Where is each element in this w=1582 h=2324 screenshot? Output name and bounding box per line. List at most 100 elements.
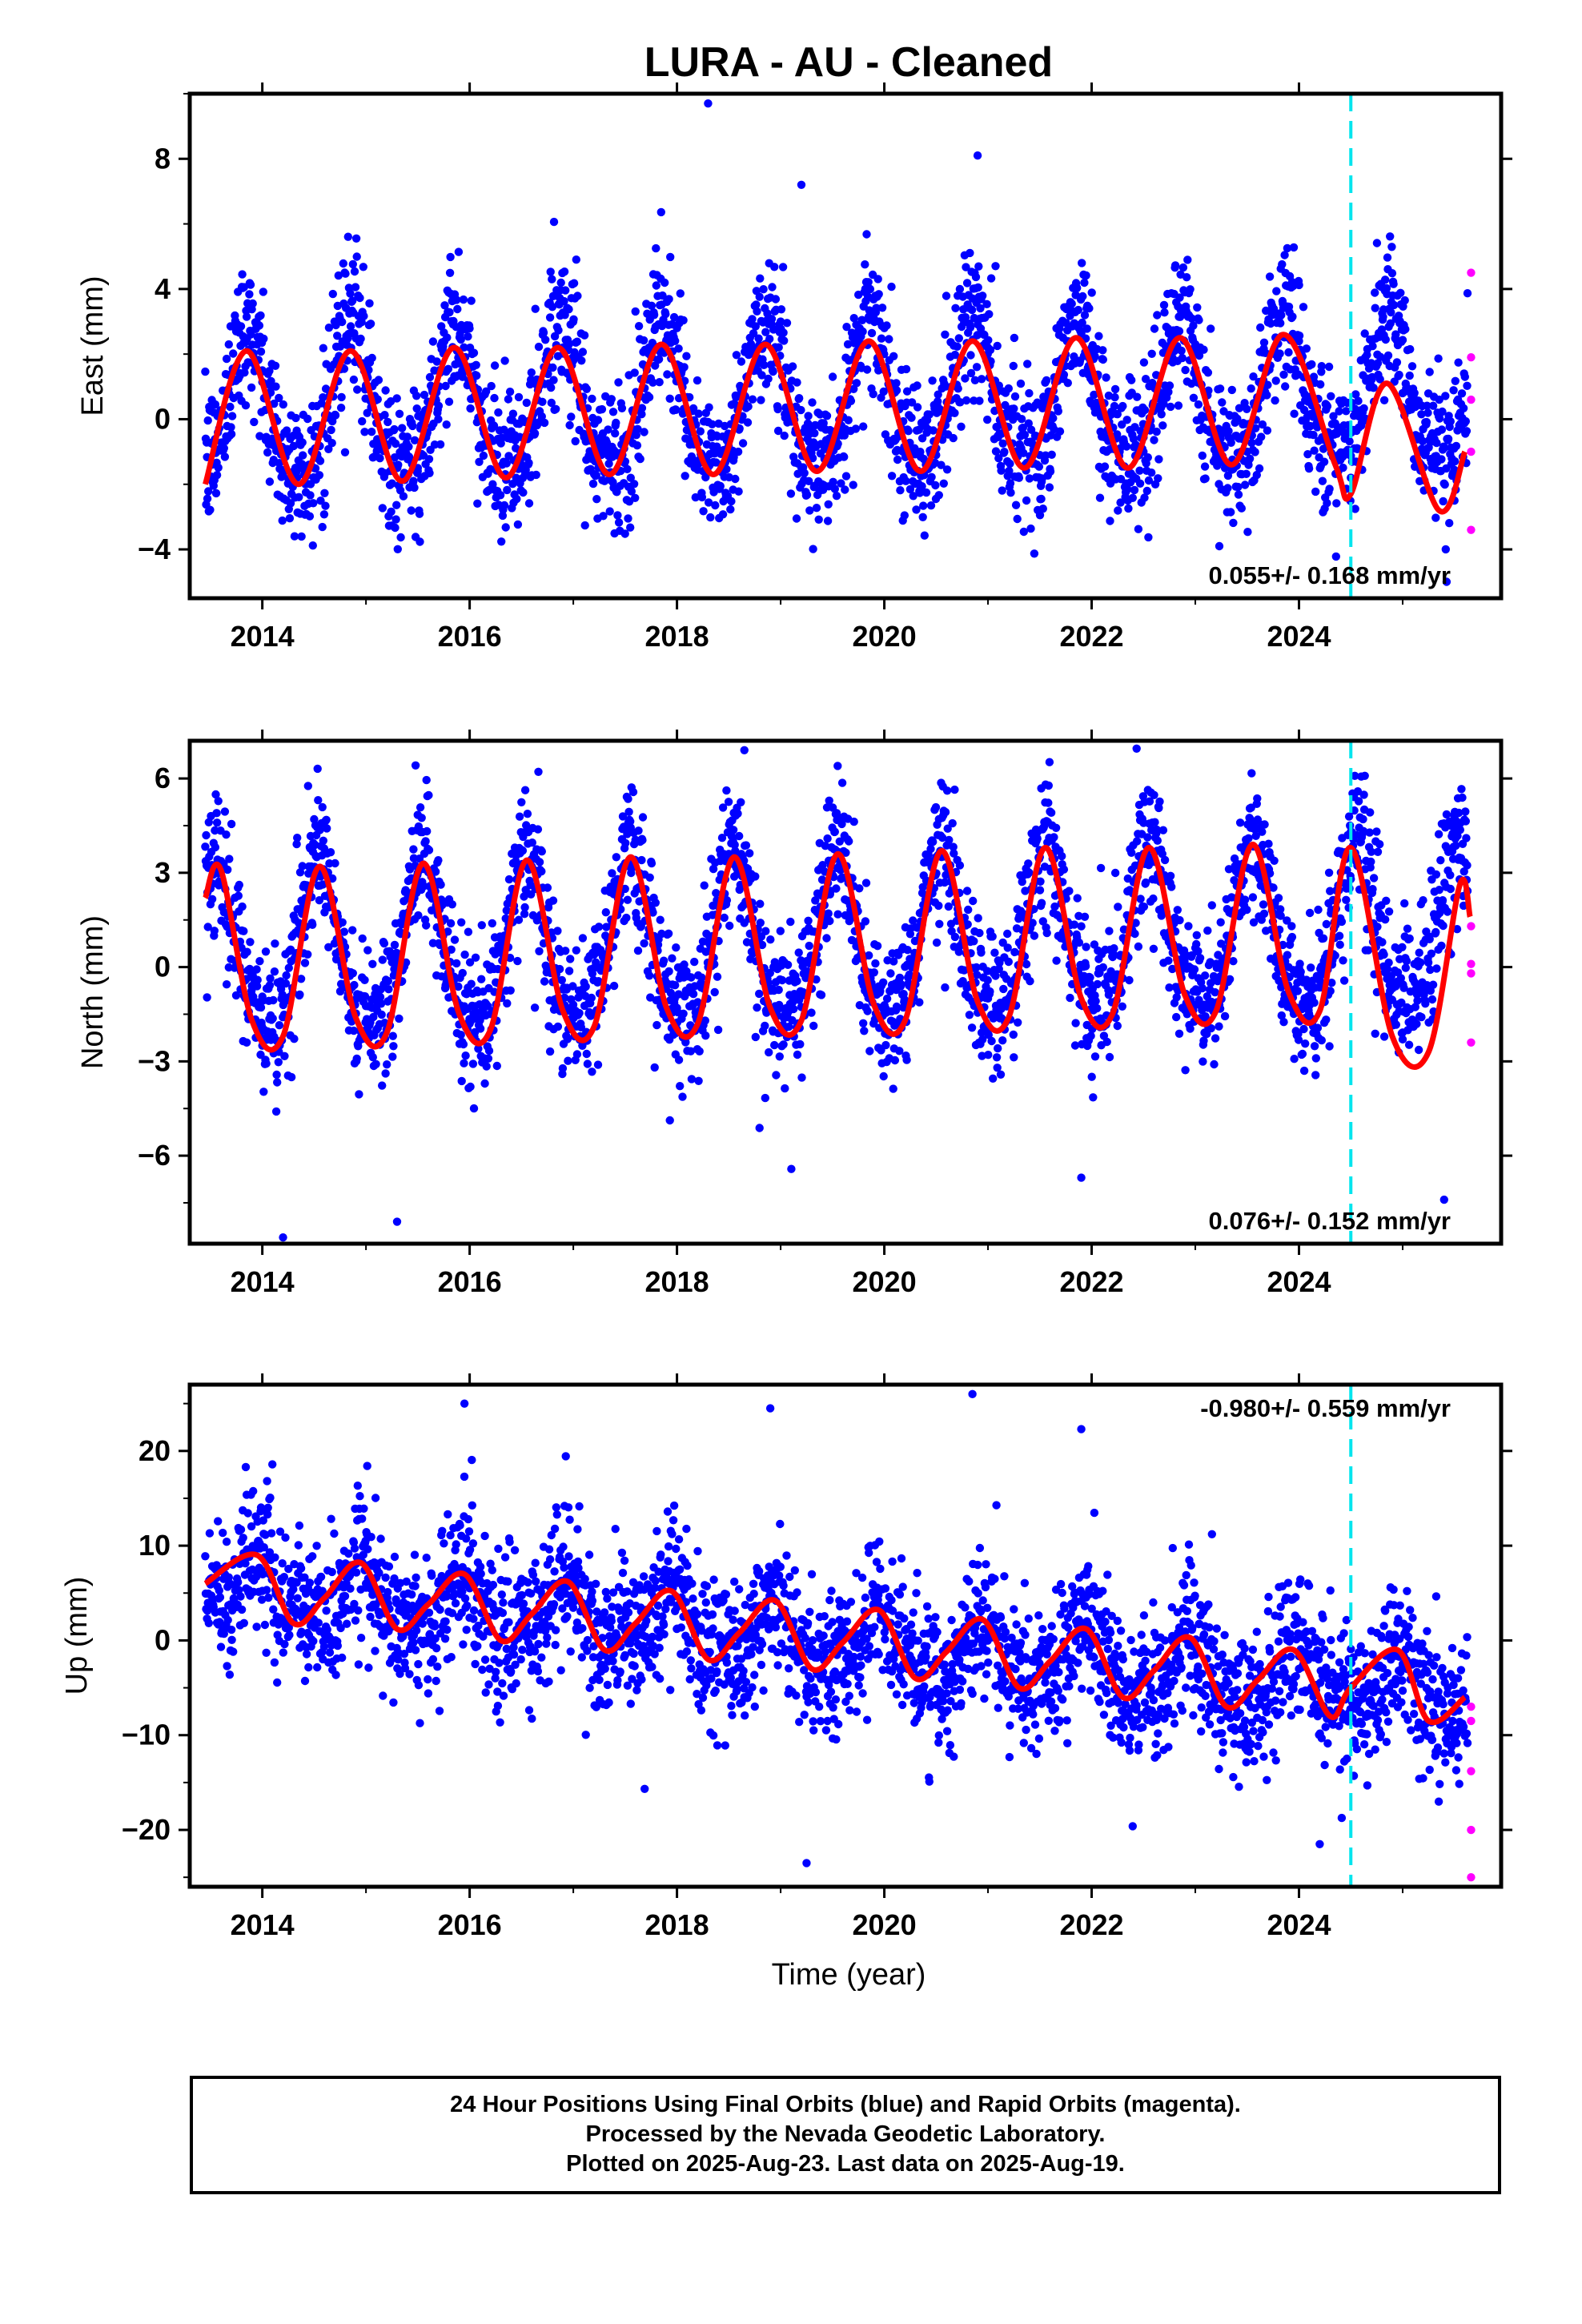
final-orbit-point	[291, 413, 300, 423]
final-orbit-point	[1178, 353, 1187, 363]
final-orbit-point	[823, 834, 832, 843]
final-orbit-point	[849, 314, 858, 323]
final-orbit-point	[289, 441, 298, 451]
final-orbit-point	[950, 408, 959, 417]
final-orbit-point	[580, 521, 589, 530]
final-orbit-point	[328, 289, 337, 299]
final-orbit-point	[638, 813, 648, 822]
final-orbit-point	[456, 1031, 465, 1039]
final-orbit-point	[1062, 319, 1070, 328]
final-orbit-point	[1019, 527, 1029, 537]
final-orbit-point	[571, 436, 580, 446]
final-orbit-point	[1050, 902, 1059, 911]
final-orbit-point	[724, 798, 733, 806]
final-orbit-point	[681, 1038, 690, 1047]
x-tick-label: 2022	[1059, 620, 1123, 653]
final-orbit-point	[1178, 263, 1188, 272]
final-orbit-point	[779, 1040, 788, 1049]
final-orbit-point	[935, 404, 945, 414]
final-orbit-point	[647, 301, 656, 310]
final-orbit-point	[1383, 351, 1393, 360]
final-orbit-point	[942, 292, 951, 300]
final-orbit-point	[1288, 312, 1297, 321]
final-orbit-point	[535, 858, 544, 866]
final-orbit-point	[1142, 486, 1152, 496]
final-orbit-point	[1030, 931, 1039, 940]
final-orbit-point	[558, 1063, 568, 1073]
final-orbit-point	[604, 425, 612, 434]
final-orbit-point	[1407, 362, 1417, 371]
final-orbit-point	[490, 393, 499, 403]
final-orbit-point	[733, 447, 743, 456]
final-orbit-point	[1331, 552, 1341, 561]
final-orbit-point	[1395, 370, 1403, 380]
final-orbit-point	[1067, 300, 1076, 308]
final-orbit-point	[607, 395, 616, 404]
final-orbit-point	[633, 424, 642, 433]
final-orbit-point	[295, 919, 303, 927]
final-orbit-point	[1405, 371, 1414, 380]
final-orbit-point	[885, 335, 893, 344]
final-orbit-point	[359, 263, 367, 271]
final-orbit-point	[887, 282, 896, 292]
final-orbit-point	[568, 982, 577, 991]
final-orbit-point	[1327, 392, 1335, 400]
final-orbit-point	[664, 929, 673, 939]
final-orbit-point	[350, 980, 359, 990]
final-orbit-point	[950, 350, 960, 360]
final-orbit-point	[531, 304, 540, 313]
final-orbit-point	[390, 424, 399, 434]
final-orbit-point	[964, 905, 973, 915]
final-orbit-point	[1051, 823, 1061, 833]
final-orbit-point	[592, 495, 601, 504]
final-orbit-point	[1450, 465, 1459, 474]
final-orbit-point	[996, 1070, 1006, 1080]
final-orbit-point	[502, 459, 511, 468]
final-orbit-point	[319, 393, 327, 402]
final-orbit-point	[506, 986, 515, 995]
final-orbit-point	[572, 1050, 582, 1059]
final-orbit-point	[460, 950, 469, 959]
final-orbit-point	[989, 1074, 998, 1084]
final-orbit-point	[1339, 463, 1347, 472]
final-orbit-point	[774, 343, 783, 352]
final-orbit-point	[457, 1076, 466, 1086]
final-orbit-point	[572, 255, 580, 264]
final-orbit-point	[1317, 362, 1327, 371]
final-orbit-point	[1425, 368, 1434, 376]
final-orbit-point	[1418, 436, 1427, 446]
rapid-orbit-point	[1467, 525, 1476, 534]
final-orbit-point	[203, 923, 212, 931]
final-orbit-point	[203, 494, 212, 503]
final-orbit-point	[1235, 404, 1244, 412]
final-orbit-point	[1423, 408, 1432, 417]
final-orbit-point	[553, 927, 562, 935]
final-orbit-point	[1199, 345, 1208, 354]
final-orbit-point	[1009, 1030, 1018, 1039]
final-orbit-point	[1186, 285, 1195, 294]
final-orbit-point	[201, 367, 210, 376]
final-orbit-point	[594, 977, 603, 986]
final-orbit-point	[972, 963, 981, 972]
final-orbit-point	[261, 947, 271, 956]
final-orbit-point	[554, 326, 563, 335]
final-orbit-point	[666, 252, 675, 262]
final-orbit-point	[577, 356, 586, 365]
final-orbit-point	[333, 332, 342, 340]
final-orbit-point	[752, 300, 761, 309]
final-orbit-point	[950, 785, 959, 794]
final-orbit-point	[1309, 430, 1318, 440]
final-orbit-point	[587, 993, 596, 1003]
final-orbit-point	[612, 418, 620, 428]
plot-frame	[187, 91, 1504, 601]
final-orbit-point	[972, 363, 982, 372]
final-orbit-point	[1035, 886, 1045, 895]
final-orbit-point	[247, 383, 256, 392]
final-orbit-point	[1243, 404, 1251, 413]
final-orbit-point	[569, 279, 579, 287]
final-orbit-point	[941, 983, 950, 992]
final-orbit-point	[1047, 450, 1056, 459]
final-orbit-point	[966, 248, 974, 258]
final-orbit-point	[938, 833, 947, 842]
final-orbit-point	[974, 914, 982, 923]
